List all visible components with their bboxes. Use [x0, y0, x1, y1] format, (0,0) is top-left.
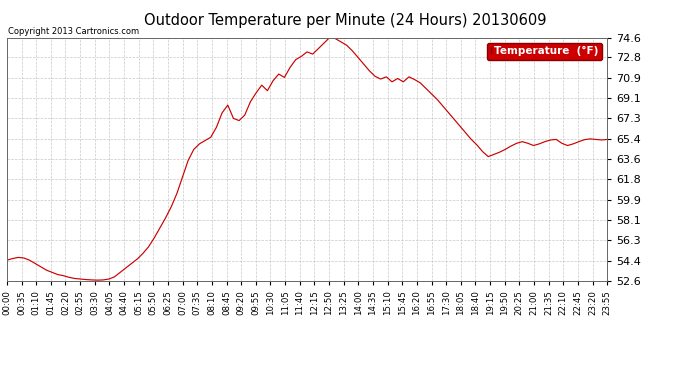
Legend: Temperature  (°F): Temperature (°F) [487, 43, 602, 60]
Text: Outdoor Temperature per Minute (24 Hours) 20130609: Outdoor Temperature per Minute (24 Hours… [144, 13, 546, 28]
Text: Copyright 2013 Cartronics.com: Copyright 2013 Cartronics.com [8, 27, 139, 36]
